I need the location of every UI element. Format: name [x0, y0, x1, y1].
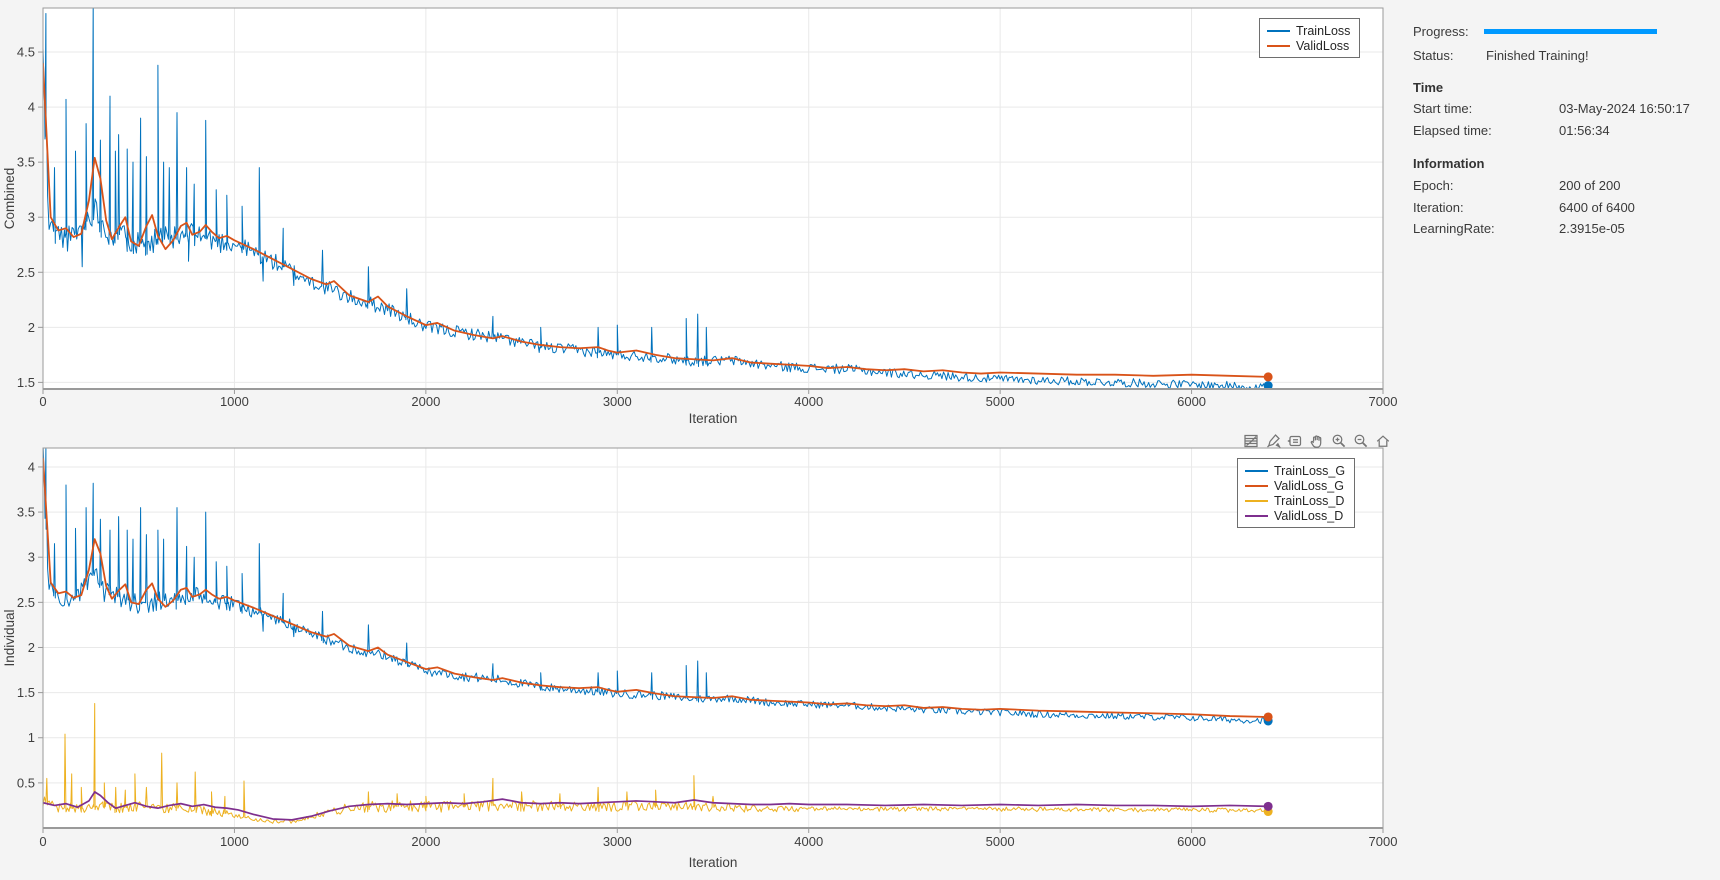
x-tick-label: 1000: [220, 834, 249, 849]
legend-line-sample: [1267, 29, 1290, 32]
legend-label: ValidLoss: [1296, 38, 1350, 53]
iteration-label: Iteration:: [1413, 200, 1464, 215]
y-tick-label: 3.5: [17, 155, 35, 170]
legend-label: TrainLoss_G: [1274, 463, 1346, 478]
x-tick-label: 0: [39, 834, 46, 849]
y-tick-label: 2.5: [17, 265, 35, 280]
legend-line-sample: [1245, 484, 1268, 487]
series-ValidLoss_D[interactable]: [43, 791, 1269, 821]
x-tick-label: 6000: [1177, 834, 1206, 849]
x-tick-label: 7000: [1369, 834, 1398, 849]
y-tick-label: 1.5: [17, 685, 35, 700]
legend-item-ValidLoss[interactable]: ValidLoss: [1267, 38, 1350, 53]
legend-item-ValidLoss_G[interactable]: ValidLoss_G: [1245, 478, 1345, 493]
axes-toolbar: [1240, 430, 1393, 451]
x-tick-label: 6000: [1177, 394, 1206, 409]
legend-label: ValidLoss_G: [1274, 478, 1344, 493]
legend-item-TrainLoss_D[interactable]: TrainLoss_D: [1245, 493, 1345, 508]
iteration-value: 6400 of 6400: [1559, 200, 1635, 215]
series-TrainLoss[interactable]: [43, 2, 1269, 390]
y-tick-label: 1.5: [17, 375, 35, 390]
x-tick-label: 7000: [1369, 394, 1398, 409]
time-section-header: Time: [1413, 80, 1444, 95]
y-axis-label: Combined: [2, 168, 17, 230]
progress-bar: [1484, 29, 1657, 34]
x-axis-label: Iteration: [689, 855, 738, 870]
status-label: Status:: [1413, 48, 1454, 63]
x-tick-label: 3000: [603, 834, 632, 849]
x-tick-label: 2000: [411, 834, 440, 849]
y-tick-label: 4.5: [17, 45, 35, 60]
learning-rate-label: LearningRate:: [1413, 221, 1495, 236]
y-tick-label: 2: [28, 320, 35, 335]
legend-line-sample: [1245, 514, 1268, 517]
legend-combined[interactable]: TrainLoss ValidLoss: [1259, 18, 1361, 58]
learning-rate-value: 2.3915e-05: [1559, 221, 1625, 236]
final-point-marker-TrainLoss: [1263, 381, 1273, 389]
epoch-label: Epoch:: [1413, 178, 1454, 193]
pan-icon[interactable]: [1306, 430, 1327, 451]
plot-background: [43, 8, 1383, 389]
y-tick-label: 2: [28, 640, 35, 655]
legend-item-ValidLoss_D[interactable]: ValidLoss_D: [1245, 508, 1345, 523]
brush-icon[interactable]: [1262, 430, 1283, 451]
x-tick-label: 0: [39, 394, 46, 409]
elapsed-time-value: 01:56:34: [1559, 123, 1610, 138]
y-tick-label: 3: [28, 550, 35, 565]
legend-label: TrainLoss: [1296, 23, 1351, 38]
status-value: Finished Training!: [1486, 48, 1589, 63]
series-TrainLoss_G[interactable]: [43, 443, 1269, 725]
start-time-value: 03-May-2024 16:50:17: [1559, 101, 1690, 116]
plot-background: [43, 448, 1383, 828]
x-tick-label: 4000: [794, 394, 823, 409]
legend-line-sample: [1245, 469, 1268, 472]
zoom-out-icon[interactable]: [1350, 430, 1371, 451]
y-tick-label: 3.5: [17, 505, 35, 520]
information-section-header: Information: [1413, 156, 1485, 171]
individual-plot: 0 1000 2000 3000 4000 5000 6000 7000 0.5 1 1.5 2 2.5…: [2, 443, 1398, 870]
info-panel: Progress: Status: Finished Training! Tim…: [1405, 0, 1720, 880]
x-tick-label: 3000: [603, 394, 632, 409]
y-tick-label: 2.5: [17, 595, 35, 610]
datatips-icon[interactable]: [1284, 430, 1305, 451]
final-point-marker-ValidLoss: [1263, 372, 1273, 382]
y-axis-label: Individual: [2, 609, 17, 666]
legend-individual[interactable]: TrainLoss_G ValidLoss_G TrainLoss_D ValidLo…: [1237, 458, 1356, 528]
legend-item-TrainLoss_G[interactable]: TrainLoss_G: [1245, 463, 1345, 478]
y-tick-label: 0.5: [17, 775, 35, 790]
series-group: [43, 443, 1273, 824]
series-ValidLoss[interactable]: [43, 63, 1269, 378]
elapsed-time-label: Elapsed time:: [1413, 123, 1492, 138]
start-time-label: Start time:: [1413, 101, 1473, 116]
legend-item-TrainLoss[interactable]: TrainLoss: [1267, 23, 1350, 38]
y-tick-label: 3: [28, 210, 35, 225]
combined-plot: 0 1000 2000 3000 4000 5000 6000 7000 1.5 2 2.5 3 3.5…: [2, 2, 1398, 426]
legend-label: ValidLoss_D: [1274, 508, 1344, 523]
x-tick-label: 5000: [986, 394, 1015, 409]
export-icon[interactable]: [1240, 430, 1261, 451]
series-ValidLoss_G[interactable]: [43, 457, 1269, 718]
legend-line-sample: [1267, 44, 1290, 47]
y-tick-label: 4: [28, 100, 35, 115]
final-point-marker-ValidLoss_D: [1263, 801, 1273, 811]
progress-label: Progress:: [1413, 24, 1469, 39]
zoom-in-icon[interactable]: [1328, 430, 1349, 451]
epoch-value: 200 of 200: [1559, 178, 1621, 193]
final-point-marker-ValidLoss_G: [1263, 712, 1273, 722]
series-group: [43, 2, 1273, 390]
progress-bar-fill: [1484, 29, 1657, 34]
series-TrainLoss_D[interactable]: [43, 702, 1269, 824]
x-tick-label: 4000: [794, 834, 823, 849]
x-tick-label: 1000: [220, 394, 249, 409]
x-tick-label: 5000: [986, 834, 1015, 849]
y-tick-label: 4: [28, 459, 35, 474]
legend-label: TrainLoss_D: [1274, 493, 1345, 508]
restore-view-icon[interactable]: [1372, 430, 1393, 451]
x-axis-label: Iteration: [689, 411, 738, 426]
loss-charts-canvas: 0 1000 2000 3000 4000 5000 6000 7000 1.5 2 2.5 3 3.5…: [2, 2, 1398, 870]
legend-line-sample: [1245, 499, 1268, 502]
y-tick-label: 1: [28, 730, 35, 745]
x-tick-label: 2000: [411, 394, 440, 409]
